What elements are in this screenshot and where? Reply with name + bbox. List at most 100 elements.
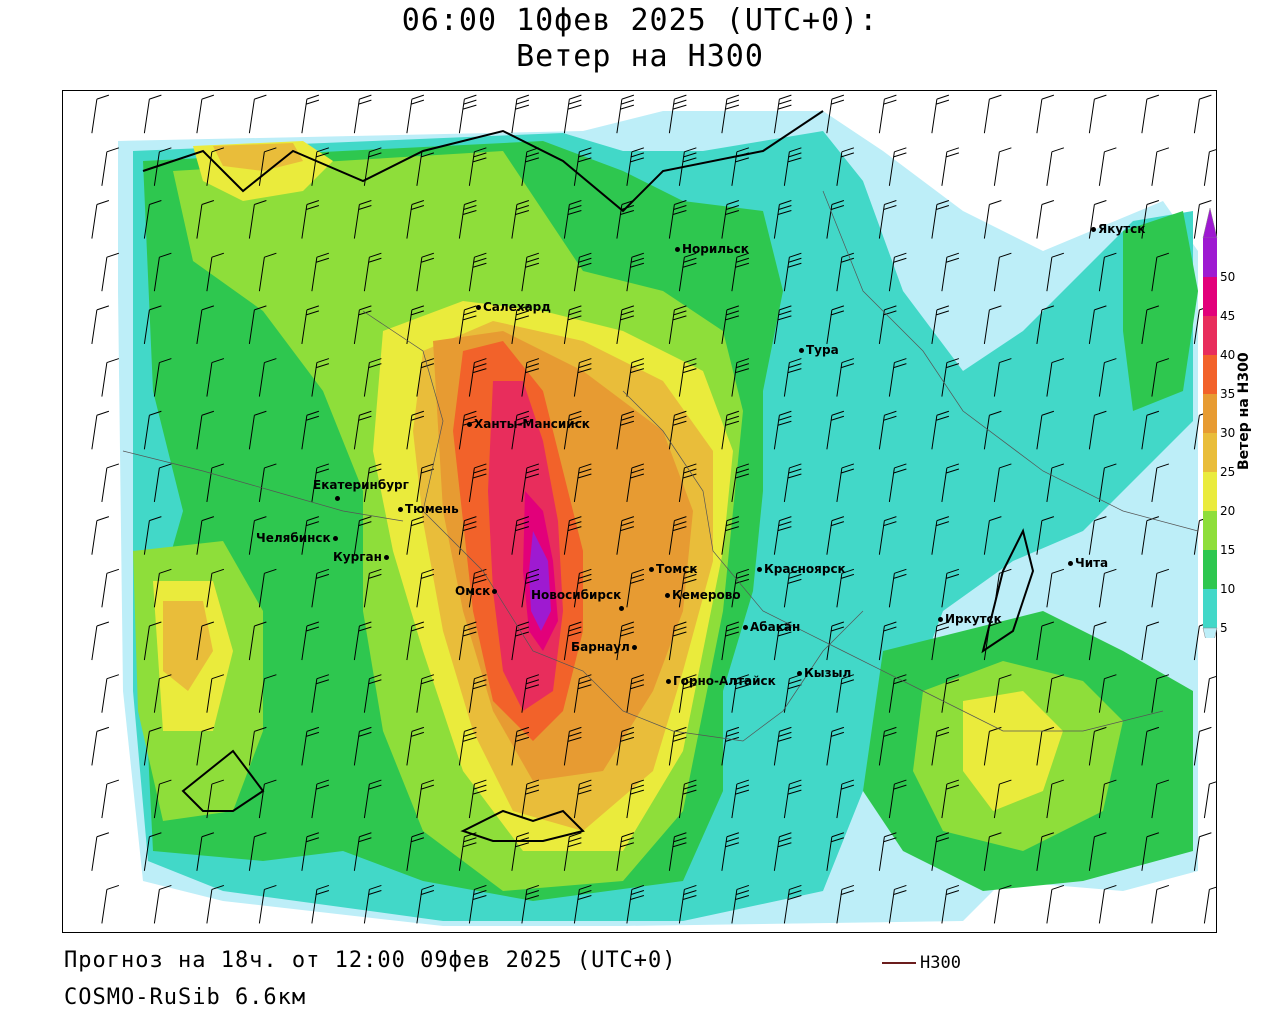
wind-barb [668,305,687,344]
wind-barb [616,200,635,239]
wind-barb [363,358,382,397]
wind-barb [783,463,802,503]
wind-barb [668,832,687,871]
wind-barb [406,305,425,344]
wind-barb [573,358,592,397]
colorbar-band [1203,589,1217,628]
wind-barb [616,516,635,555]
wind-barb [773,832,792,871]
wind-barb [143,726,162,766]
city-kurgan: Курган [333,551,391,564]
colorbar-tick-label: 10 [1220,582,1236,596]
wind-barb [1046,884,1065,924]
wind-barb [258,147,277,186]
colorbar-bottom-arrow [1202,627,1218,638]
wind-barb [101,779,120,819]
wind-barb [206,568,225,608]
city-chelyabinsk: Челябинск [256,532,340,545]
wind-barb [941,358,960,397]
colorbar-band [1203,511,1217,550]
wind-barb [1046,252,1065,292]
field-ne-15 [1123,211,1198,411]
wind-barb [1151,884,1170,924]
wind-barb [511,726,530,766]
wind-barb [258,884,277,924]
wind-barb [301,832,320,871]
wind-barb [1151,358,1170,397]
wind-barb [993,252,1012,292]
wind-barb [878,832,897,871]
wind-barb [1193,200,1212,239]
wind-barb [1088,305,1107,344]
wind-barb [888,463,907,503]
wind-barb [143,832,162,871]
wind-barb [836,568,855,608]
wind-barb [311,884,330,924]
wind-barb [468,252,487,292]
city-tomsk: Томск [649,563,698,576]
wind-barb [668,726,687,766]
city-marker [1068,561,1073,566]
wind-barb [1098,884,1117,924]
wind-barb [731,884,750,924]
wind-barb [353,832,372,871]
wind-barb [878,410,897,450]
city-marker [797,671,802,676]
wind-barb [258,252,277,292]
wind-barb [91,516,110,555]
wind-barb [836,674,855,713]
wind-barb [773,94,792,134]
wind-barb [1046,674,1065,713]
wind-barb [91,832,110,871]
colorbar-tick-label: 50 [1220,270,1236,284]
wind-barb [1036,200,1055,239]
city-marker [631,645,637,650]
city-ekaterinburg: Екатеринбург [313,479,409,505]
wind-barb [826,94,845,134]
wind-barb [563,305,582,344]
wind-barb [196,832,215,871]
wind-barb [563,621,582,661]
wind-barb [878,621,897,661]
wind-barb [563,410,582,450]
wind-barb [311,674,330,713]
wind-barb [311,358,330,397]
wind-barb [616,832,635,871]
wind-barb [826,305,845,344]
colorbar-tick-label: 20 [1220,504,1236,518]
wind-barb [888,779,907,819]
wind-barb [206,674,225,713]
wind-barb [1151,252,1170,292]
city-kyzyl: Кызыл [797,667,851,680]
wind-barb [1098,568,1117,608]
city-marker [467,422,472,427]
wind-barb [783,674,802,713]
wind-barb [196,621,215,661]
wind-barb [1098,674,1117,713]
wind-barb [153,463,172,503]
wind-barb [888,252,907,292]
city-marker [799,348,804,353]
wind-barb [616,726,635,766]
wind-barb [678,358,697,397]
city-marker [1091,227,1096,232]
wind-barb [941,674,960,713]
wind-barb [406,621,425,661]
colorbar-tick-label: 40 [1220,348,1236,362]
wind-barb [511,410,530,450]
wind-barb [783,884,802,924]
wind-barb [931,410,950,450]
wind-barb [101,674,120,713]
wind-barb [91,410,110,450]
colorbar-tick-label: 25 [1220,465,1236,479]
wind-barb [153,147,172,186]
colorbar-tick-label: 30 [1220,426,1236,440]
city-marker [665,593,670,598]
colorbar-tick-label: 15 [1220,543,1236,557]
wind-barb [301,410,320,450]
wind-barb [668,94,687,134]
contour-legend: H300 [882,953,961,973]
wind-barb [616,94,635,134]
wind-barb [983,832,1002,871]
city-label: Норильск [682,242,749,256]
